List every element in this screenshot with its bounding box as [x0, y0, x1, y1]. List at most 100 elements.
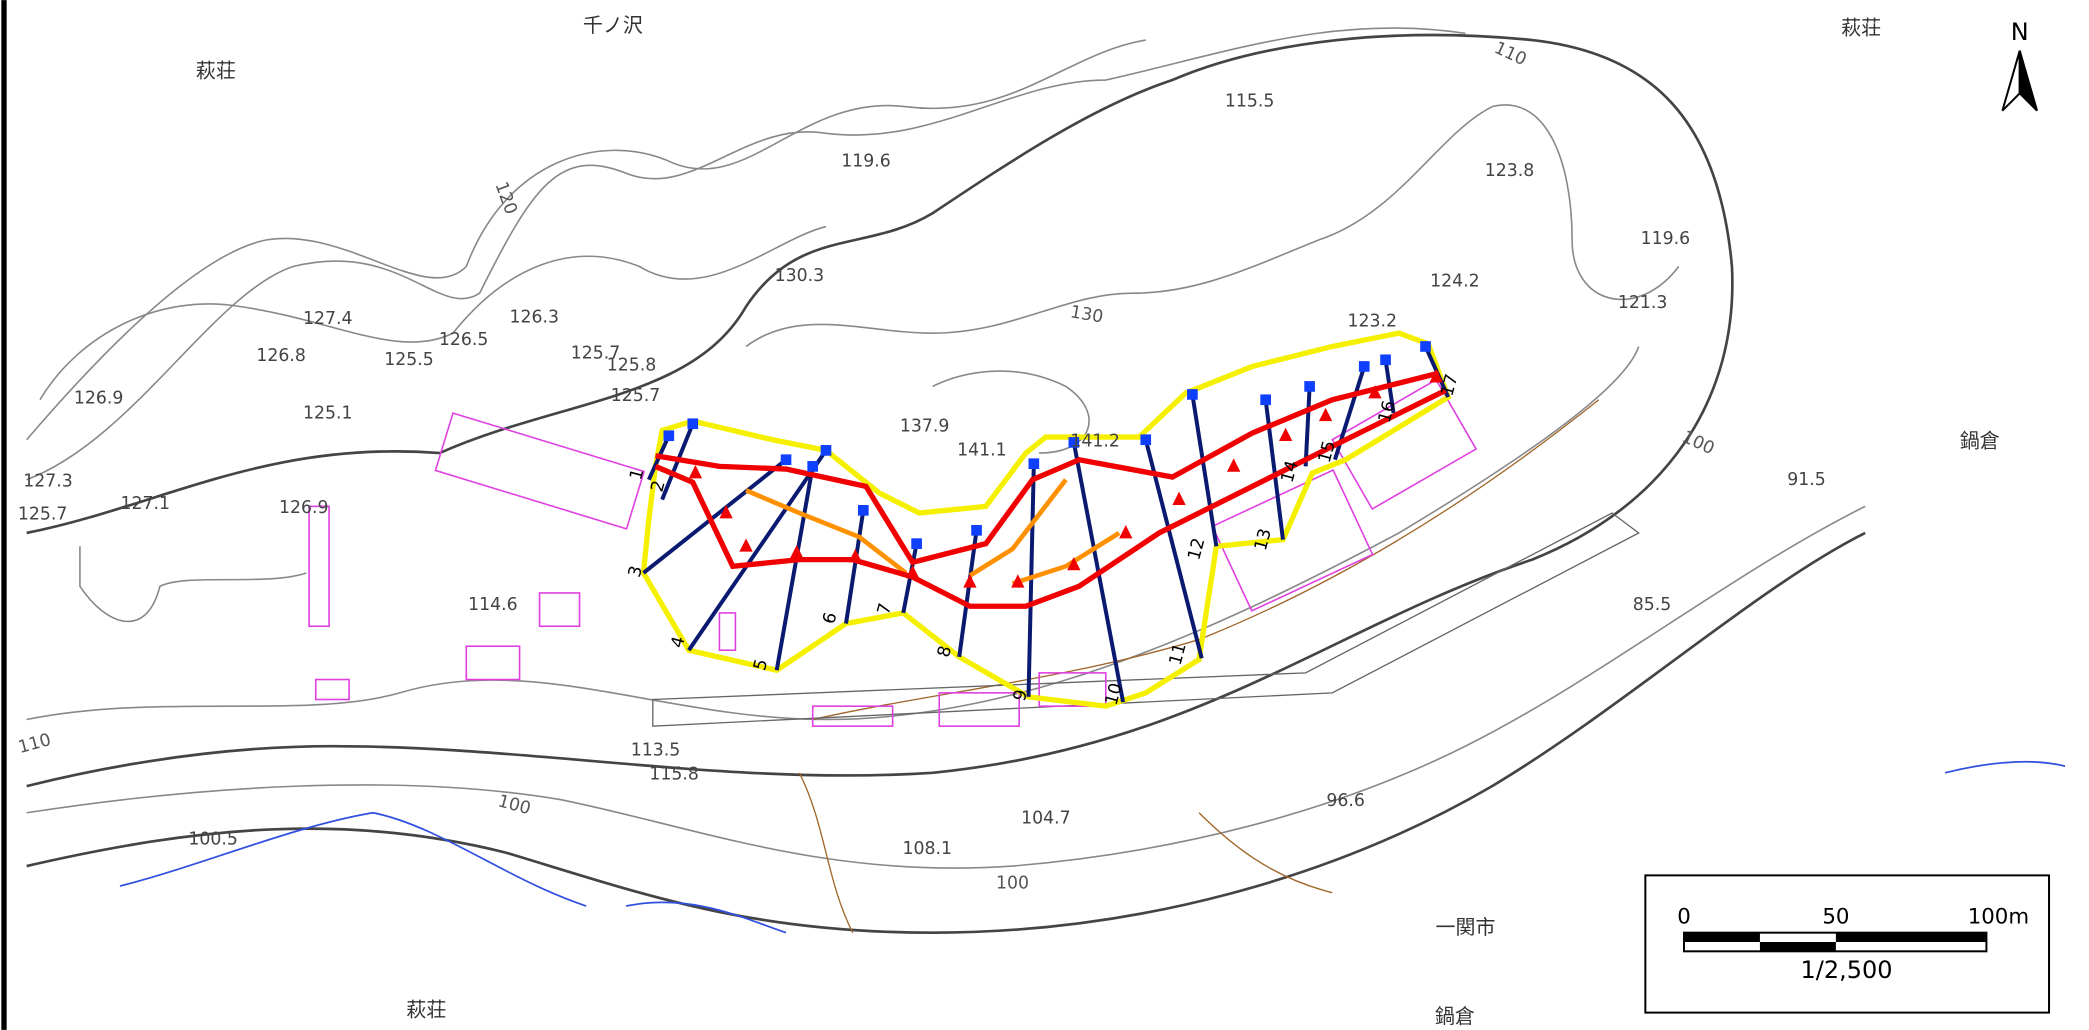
blue-marker — [857, 505, 869, 516]
elevation-label: 125.7 — [18, 505, 68, 525]
blue-marker — [820, 445, 832, 456]
place-name: 萩荘 — [406, 998, 446, 1022]
red-marker — [1067, 556, 1081, 571]
elevation-label: 121.3 — [1618, 293, 1668, 313]
elevation-label: 137.9 — [900, 417, 950, 437]
elevation-label: 125.5 — [384, 350, 434, 370]
elevation-label: 115.5 — [1225, 92, 1275, 112]
elevation-label: 123.8 — [1485, 161, 1535, 181]
red-marker — [1278, 427, 1293, 442]
place-name: 一関市 — [1436, 915, 1496, 939]
section-line — [1303, 386, 1312, 467]
orange-line — [1011, 531, 1121, 586]
section-number: 3 — [625, 564, 647, 580]
scale-ratio: 1/2,500 — [1801, 956, 1893, 984]
section-number: 9 — [1010, 688, 1032, 704]
elevation-label: 123.2 — [1347, 311, 1397, 331]
elevation-label: 126.5 — [439, 330, 489, 350]
blue-marker — [663, 430, 675, 442]
blue-marker — [1304, 381, 1315, 392]
section-line — [957, 530, 979, 658]
section-line — [1190, 394, 1219, 547]
scale-tick: 50 — [1822, 904, 1849, 929]
section-number: 2 — [648, 478, 670, 494]
red-marker — [905, 564, 920, 579]
red-marker — [739, 538, 753, 552]
elevation-label: 100.5 — [188, 830, 238, 850]
section-line — [1026, 463, 1036, 697]
elevation-label: 126.9 — [279, 498, 329, 518]
boundary — [640, 330, 1452, 709]
red-line — [655, 370, 1440, 566]
blue-marker — [1140, 434, 1152, 446]
orange-line — [968, 478, 1068, 578]
section-line — [687, 449, 828, 652]
elevation-label: 125.8 — [607, 355, 657, 375]
place-name: 鍋倉 — [1435, 1004, 1475, 1028]
elevation-label: 108.1 — [902, 839, 952, 859]
section-number: 6 — [819, 610, 841, 626]
section-line — [844, 510, 866, 624]
red-marker — [1368, 385, 1382, 399]
red-marker — [790, 544, 804, 559]
elevation-label: 130.3 — [775, 266, 825, 286]
blue-marker — [1260, 394, 1271, 406]
section-number: 1 — [626, 466, 648, 482]
red-marker — [1011, 574, 1025, 588]
elevation-label: 141.1 — [957, 441, 1007, 461]
blue-marker — [1358, 361, 1370, 372]
red-marker — [963, 574, 977, 588]
north-arrow: N — [2001, 18, 2039, 112]
elevation-label: 141.2 — [1070, 431, 1120, 451]
place-name: 千ノ沢 — [583, 13, 643, 37]
place-name: 萩荘 — [196, 58, 236, 82]
red-marker — [1318, 407, 1333, 422]
blue-marker — [1068, 437, 1080, 448]
elevation-label: 113.5 — [631, 740, 681, 760]
scale-box: 0 50 100m 1/2,500 — [1644, 874, 2051, 1014]
scale-tick: 0 — [1677, 904, 1691, 929]
elevation-label: 119.6 — [1641, 229, 1691, 249]
section-number: 5 — [750, 657, 772, 673]
north-label: N — [2011, 18, 2029, 46]
blue-marker — [911, 538, 922, 549]
red-marker — [1227, 458, 1241, 472]
elevation-label: 125.1 — [303, 403, 353, 423]
red-marker — [688, 465, 703, 479]
section-number: 8 — [934, 644, 956, 660]
elevation-label: 126.8 — [256, 346, 306, 366]
elevation-label: 125.7 — [611, 386, 661, 406]
section-line — [642, 458, 788, 575]
red-marker — [1119, 524, 1133, 539]
contours — [26, 27, 2066, 934]
red-marker — [1429, 369, 1443, 383]
section-line — [774, 466, 815, 671]
elevation-label: 114.6 — [468, 595, 518, 615]
red-marker — [1172, 491, 1186, 506]
elevation-label: 104.7 — [1021, 808, 1071, 828]
elevation-label: 127.1 — [120, 494, 170, 514]
place-name: 萩荘 — [1841, 16, 1881, 40]
blue-marker — [780, 454, 792, 466]
place-name: 鍋倉 — [1960, 429, 2000, 453]
elevation-label: 125.7 — [571, 343, 621, 363]
contour-label: 100 — [996, 874, 1029, 894]
elevation-label: 96.6 — [1326, 791, 1365, 811]
section-number: 4 — [668, 634, 690, 650]
elevation-label: 91.5 — [1787, 470, 1826, 490]
elevation-label: 85.5 — [1633, 595, 1672, 615]
elevation-label: 124.2 — [1430, 272, 1480, 292]
survey-lines — [640, 330, 1452, 709]
blue-marker — [1420, 341, 1431, 352]
blue-marker — [1187, 389, 1198, 400]
orange-line — [745, 488, 908, 575]
elevation-label: 119.6 — [841, 152, 891, 172]
red-marker — [848, 548, 862, 563]
blue-marker — [807, 461, 819, 472]
elevation-label: 127.3 — [23, 471, 73, 491]
elevation-label: 127.4 — [303, 309, 353, 329]
elevation-label: 126.9 — [74, 389, 124, 409]
red-marker — [719, 505, 733, 519]
blue-marker — [687, 418, 699, 430]
